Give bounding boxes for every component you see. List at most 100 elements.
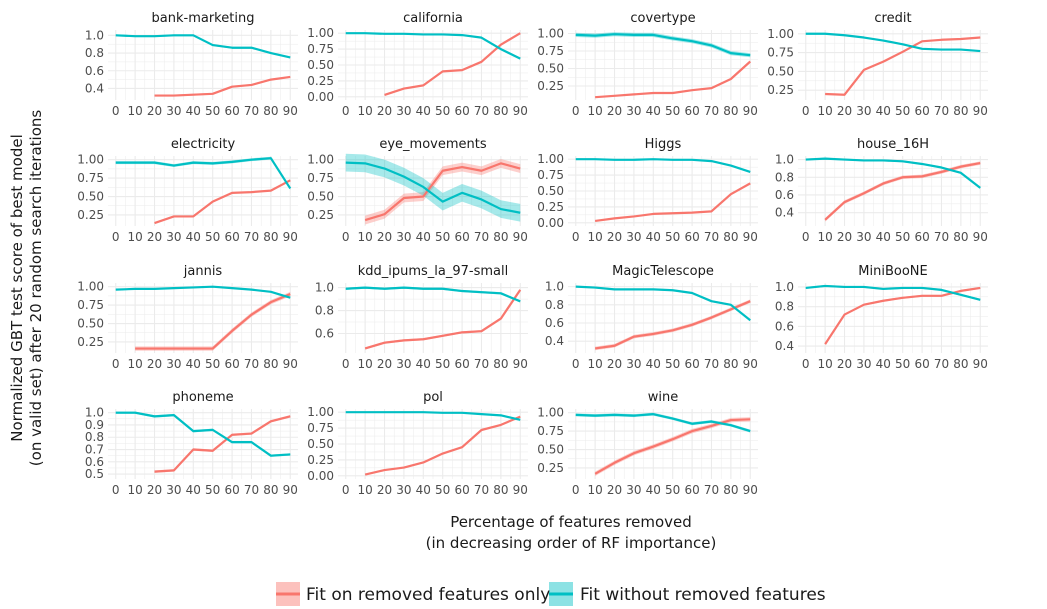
x-tick-label: 0 bbox=[572, 483, 580, 497]
line-removed-house-16h bbox=[824, 162, 981, 221]
line-kept-credit bbox=[805, 32, 981, 53]
panel-california: california 0 10 20 30 40 50 60 70 80 90 0.00 0.25 0.5… bbox=[307, 11, 528, 118]
line-kept-miniboone bbox=[805, 284, 981, 301]
y-tick-label: 0.8 bbox=[85, 46, 104, 60]
x-tick-label: 20 bbox=[837, 104, 852, 118]
x-tick-label: 30 bbox=[396, 483, 411, 497]
x-tick-label: 50 bbox=[435, 357, 450, 371]
panel-title-kdd-ipums-la-97-small: kdd_ipums_la_97-small bbox=[358, 264, 509, 279]
x-tick-label: 0 bbox=[342, 483, 350, 497]
x-tick-label: 10 bbox=[358, 230, 373, 244]
y-tick-label: 1.00 bbox=[537, 152, 564, 166]
line-removed-phoneme bbox=[154, 415, 291, 473]
x-tick-label: 80 bbox=[263, 483, 278, 497]
x-tick-label: 30 bbox=[166, 483, 181, 497]
panel-title-covertype: covertype bbox=[630, 11, 695, 26]
x-tick-label: 10 bbox=[818, 230, 833, 244]
panel-miniboone: MiniBooNE 0 10 20 30 40 50 60 70 80 90 0.4 0.6 0.8 1.0 bbox=[775, 264, 988, 371]
x-tick-label: 10 bbox=[818, 104, 833, 118]
y-tick-label: 1.0 bbox=[775, 280, 794, 294]
y-tick-label: 0.00 bbox=[307, 90, 334, 104]
x-tick-label: 80 bbox=[953, 104, 968, 118]
x-tick-label: 70 bbox=[244, 230, 259, 244]
x-tick-label: 80 bbox=[263, 230, 278, 244]
x-tick-label: 70 bbox=[474, 230, 489, 244]
line-kept-magictelescope bbox=[575, 285, 751, 322]
x-tick-label: 60 bbox=[914, 357, 929, 371]
x-tick-label: 60 bbox=[454, 104, 469, 118]
x-tick-label: 20 bbox=[377, 230, 392, 244]
panel-higgs: Higgs 0 10 20 30 40 50 60 70 80 90 0.00 0.25 0.50 0.75… bbox=[537, 137, 758, 244]
x-tick-label: 60 bbox=[684, 230, 699, 244]
y-tick-label: 0.5 bbox=[85, 467, 104, 481]
x-tick-label: 50 bbox=[895, 104, 910, 118]
x-tick-label: 70 bbox=[704, 230, 719, 244]
x-tick-label: 20 bbox=[147, 483, 162, 497]
line-kept-kdd-ipums-la-97-small bbox=[345, 286, 521, 303]
legend: Fit on removed features only Fit without… bbox=[276, 582, 826, 606]
legend-item-kept: Fit without removed features bbox=[549, 582, 826, 606]
x-tick-label: 0 bbox=[112, 483, 120, 497]
panel-title-phoneme: phoneme bbox=[172, 390, 233, 405]
line-removed-covertype bbox=[595, 60, 751, 99]
y-tick-label: 0.6 bbox=[85, 64, 104, 78]
x-tick-label: 50 bbox=[435, 104, 450, 118]
line-removed-higgs bbox=[594, 182, 751, 222]
y-tick-label: 0.25 bbox=[77, 208, 104, 222]
panel-title-pol: pol bbox=[423, 390, 443, 405]
y-tick-label: 0.9 bbox=[85, 418, 104, 432]
panel-credit: credit 0 10 20 30 40 50 60 70 80 90 0.25 0.50 0.75 1.0… bbox=[767, 11, 988, 118]
x-tick-label: 60 bbox=[224, 483, 239, 497]
x-tick-label: 30 bbox=[626, 230, 641, 244]
y-tick-label: 0.6 bbox=[775, 188, 794, 202]
x-tick-label: 70 bbox=[704, 357, 719, 371]
panel-magictelescope: MagicTelescope 0 10 20 30 40 50 60 70 80 90 0.4 0.6 0… bbox=[545, 264, 758, 371]
line-kept-bank-marketing bbox=[115, 34, 291, 59]
x-tick-label: 50 bbox=[205, 104, 220, 118]
x-tick-label: 90 bbox=[973, 357, 988, 371]
panel-jannis: jannis 0 10 20 30 40 50 60 70 80 90 0.25 0.50 0.75 1.0… bbox=[77, 264, 298, 371]
y-axis-title-line1: Normalized GBT test score of best model bbox=[8, 134, 26, 441]
y-tick-label: 0.25 bbox=[307, 453, 334, 467]
y-tick-label: 0.75 bbox=[307, 171, 334, 185]
panel-title-eye-movements: eye_movements bbox=[379, 137, 486, 152]
x-tick-label: 90 bbox=[973, 104, 988, 118]
x-tick-label: 90 bbox=[283, 230, 298, 244]
x-tick-label: 0 bbox=[342, 104, 350, 118]
x-axis-title-line2: (in decreasing order of RF importance) bbox=[426, 534, 717, 552]
x-tick-label: 40 bbox=[416, 230, 431, 244]
panel-phoneme: phoneme 0 10 20 30 40 50 60 70 80 90 0.50.60.70.80.… bbox=[85, 390, 298, 497]
x-tick-label: 10 bbox=[818, 357, 833, 371]
y-tick-label: 0.25 bbox=[537, 79, 564, 93]
y-tick-label: 1.00 bbox=[537, 406, 564, 420]
line-kept-covertype bbox=[575, 33, 751, 57]
x-tick-label: 50 bbox=[895, 230, 910, 244]
x-tick-label: 20 bbox=[377, 483, 392, 497]
line-removed-eye-movements bbox=[364, 162, 521, 222]
x-tick-label: 80 bbox=[263, 104, 278, 118]
y-tick-label: 1.00 bbox=[307, 405, 334, 419]
x-tick-label: 20 bbox=[147, 230, 162, 244]
panel-title-credit: credit bbox=[874, 11, 911, 26]
line-kept-california bbox=[345, 32, 521, 60]
x-tick-label: 40 bbox=[876, 357, 891, 371]
x-tick-label: 10 bbox=[588, 104, 603, 118]
line-kept-eye-movements bbox=[345, 161, 521, 214]
x-tick-label: 40 bbox=[876, 230, 891, 244]
y-tick-label: 1.00 bbox=[767, 27, 794, 41]
panel-covertype: covertype 0 10 20 30 40 50 60 70 80 90 0.25 0.50 0.75… bbox=[537, 11, 758, 118]
x-tick-label: 20 bbox=[147, 104, 162, 118]
x-tick-label: 50 bbox=[205, 230, 220, 244]
x-tick-label: 40 bbox=[416, 104, 431, 118]
line-removed-credit bbox=[825, 36, 981, 96]
x-tick-label: 70 bbox=[704, 483, 719, 497]
x-tick-label: 20 bbox=[607, 357, 622, 371]
x-tick-label: 50 bbox=[435, 483, 450, 497]
y-tick-label: 1.0 bbox=[85, 406, 104, 420]
x-tick-label: 90 bbox=[283, 357, 298, 371]
x-tick-label: 0 bbox=[112, 104, 120, 118]
line-removed-bank-marketing bbox=[154, 75, 291, 97]
x-tick-label: 20 bbox=[377, 104, 392, 118]
x-tick-label: 0 bbox=[572, 230, 580, 244]
